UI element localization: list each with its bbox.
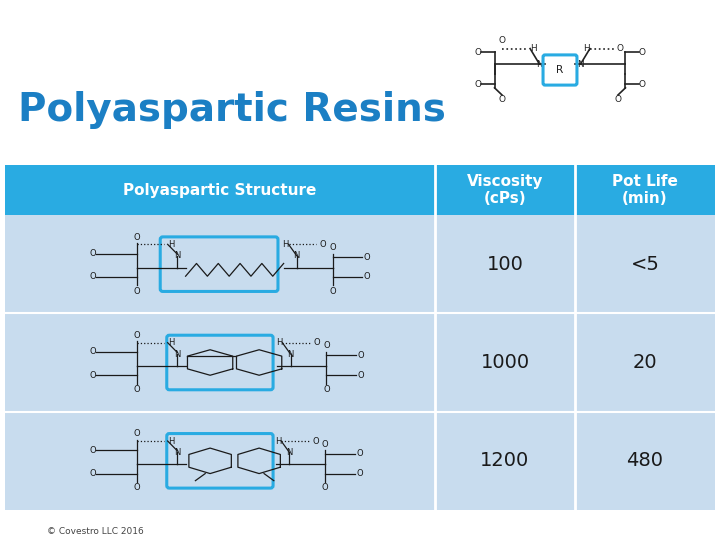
Text: O: O: [616, 44, 623, 53]
Text: N: N: [536, 59, 543, 69]
Text: O: O: [639, 80, 646, 89]
Text: O: O: [364, 253, 370, 261]
Text: O: O: [89, 249, 96, 258]
Text: O: O: [364, 272, 370, 281]
Text: R: R: [557, 65, 564, 75]
Text: 480: 480: [626, 451, 664, 470]
Bar: [5, 411, 715, 510]
Text: N: N: [294, 251, 300, 260]
Text: © Covestro LLC 2016: © Covestro LLC 2016: [47, 528, 143, 537]
Text: O: O: [356, 469, 363, 478]
Text: O: O: [329, 287, 336, 296]
Bar: [5, 215, 715, 313]
Text: Viscosity
(cPs): Viscosity (cPs): [467, 174, 544, 206]
Text: O: O: [89, 347, 96, 356]
Text: O: O: [312, 436, 319, 446]
Text: H: H: [276, 338, 282, 347]
Text: O: O: [89, 446, 96, 455]
Text: O: O: [133, 233, 140, 241]
Text: H: H: [168, 338, 174, 347]
Text: O: O: [322, 440, 328, 449]
Text: H: H: [282, 240, 289, 249]
Text: N: N: [174, 251, 181, 260]
Text: O: O: [498, 95, 505, 104]
Text: 1200: 1200: [480, 451, 530, 470]
Text: O: O: [320, 240, 326, 249]
Text: N: N: [577, 59, 584, 69]
Bar: [5, 165, 715, 215]
Text: 100: 100: [487, 255, 523, 274]
Text: H: H: [168, 436, 174, 446]
Text: H: H: [275, 436, 282, 446]
Text: O: O: [356, 449, 363, 458]
Text: H: H: [583, 44, 590, 53]
Text: O: O: [323, 385, 330, 394]
Text: O: O: [498, 36, 505, 45]
Text: O: O: [474, 48, 482, 57]
Text: O: O: [89, 272, 96, 281]
Text: 20: 20: [633, 353, 657, 372]
Text: O: O: [639, 48, 646, 57]
Text: O: O: [322, 483, 328, 492]
Text: N: N: [287, 349, 294, 359]
Text: O: O: [133, 287, 140, 296]
Text: Polyaspartic Resins: Polyaspartic Resins: [18, 91, 446, 129]
Text: Pot Life
(min): Pot Life (min): [612, 174, 678, 206]
Text: O: O: [133, 429, 140, 438]
Text: N: N: [286, 448, 292, 457]
Text: O: O: [313, 338, 320, 347]
Text: H: H: [530, 44, 536, 53]
Text: <5: <5: [631, 255, 660, 274]
Text: O: O: [89, 371, 96, 380]
Text: O: O: [329, 243, 336, 252]
Text: O: O: [358, 371, 364, 380]
Text: H: H: [168, 240, 174, 249]
Text: O: O: [323, 341, 330, 350]
Text: N: N: [174, 349, 181, 359]
Text: O: O: [89, 469, 96, 478]
Text: 1000: 1000: [480, 353, 530, 372]
Text: O: O: [358, 351, 364, 360]
Text: O: O: [133, 385, 140, 394]
Bar: [5, 313, 715, 411]
Text: Polyaspartic Structure: Polyaspartic Structure: [123, 183, 317, 198]
Text: O: O: [133, 331, 140, 340]
Text: O: O: [133, 483, 140, 492]
Text: O: O: [474, 80, 482, 89]
Text: N: N: [174, 448, 181, 457]
Text: O: O: [614, 95, 621, 104]
